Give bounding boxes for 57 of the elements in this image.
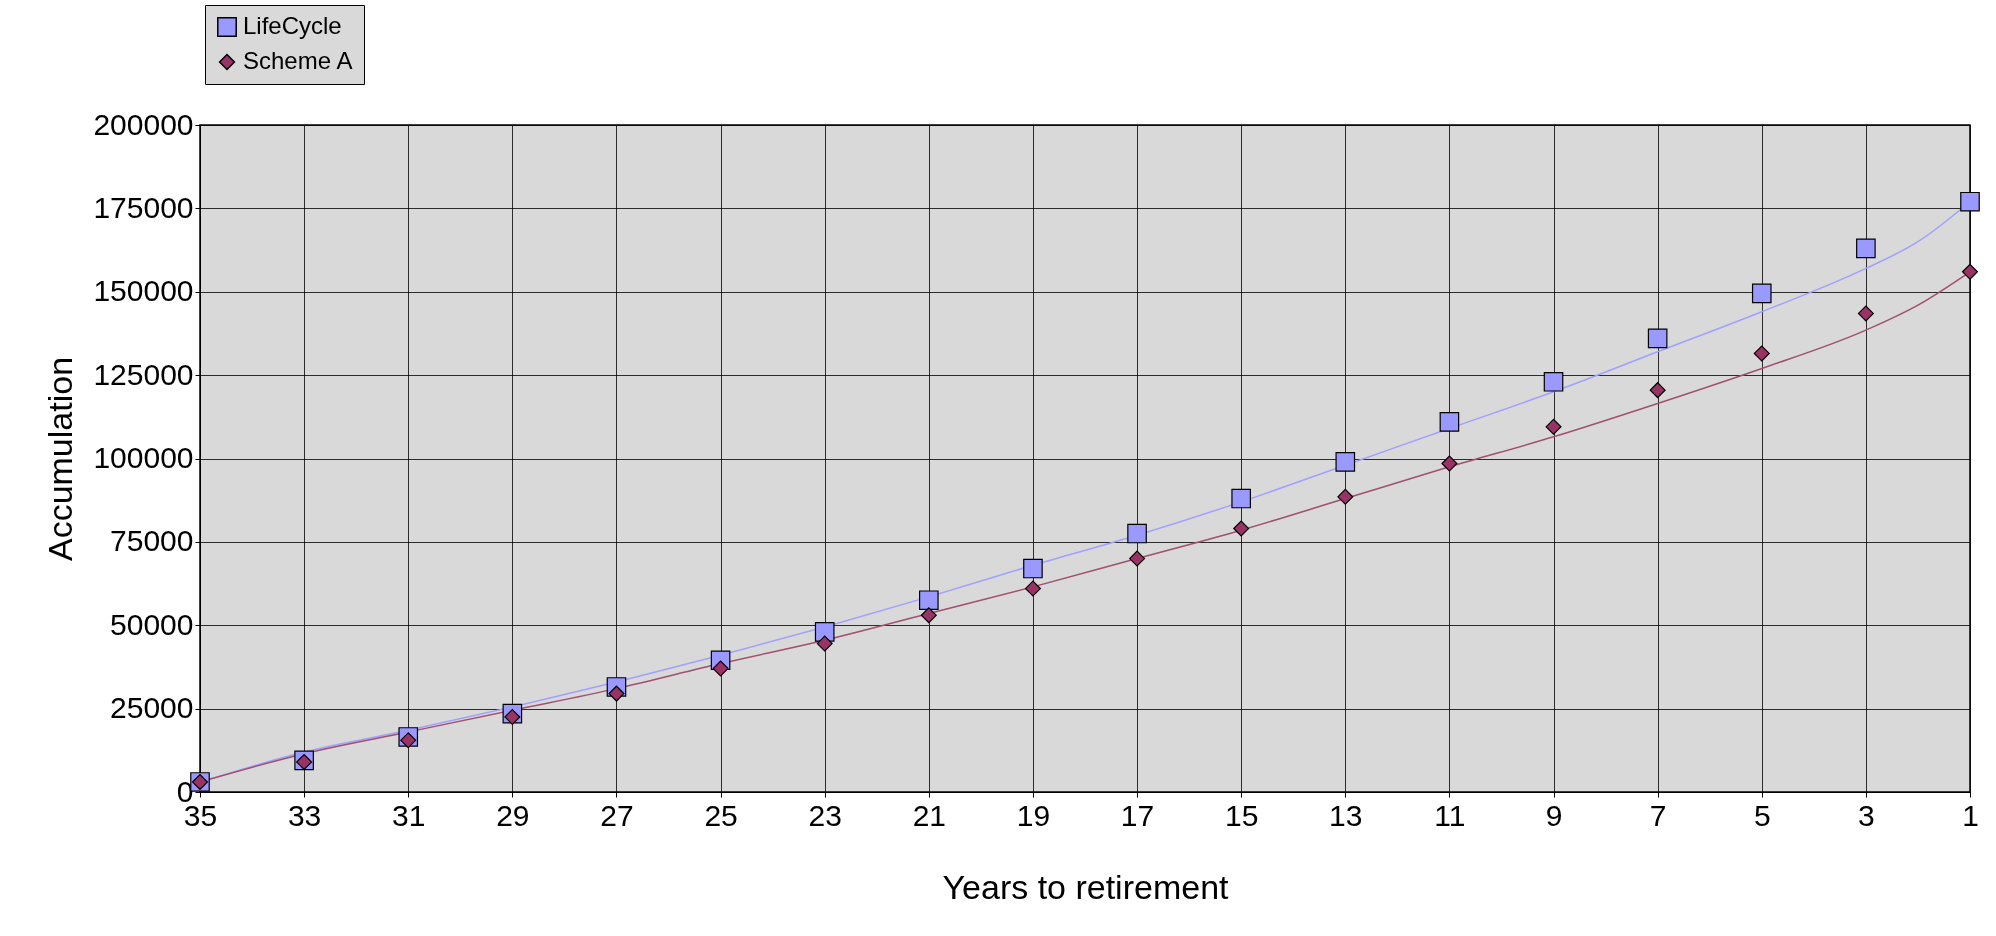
- x-tick-label: 13: [1329, 798, 1363, 832]
- x-tick-label: 9: [1545, 798, 1563, 832]
- x-tick-label: 27: [600, 798, 634, 832]
- point: [1337, 488, 1354, 505]
- point: [1127, 523, 1147, 544]
- x-tick-label: 7: [1649, 798, 1667, 832]
- x-tick-label: 31: [392, 798, 426, 832]
- x-tick-label: 23: [808, 798, 842, 832]
- point: [1961, 263, 1979, 280]
- y-tick-label: 200000: [93, 107, 194, 141]
- y-tick-label: 75000: [110, 524, 194, 558]
- point: [1753, 345, 1770, 362]
- point: [920, 607, 937, 624]
- legend-label: LifeCycle: [243, 12, 342, 39]
- y-tick-label: 25000: [110, 691, 194, 725]
- point: [1647, 328, 1668, 349]
- x-tick-label: 33: [287, 798, 322, 832]
- point: [1857, 305, 1874, 322]
- y-axis-title: Accumulation: [41, 356, 80, 562]
- x-axis-title: Years to retirement: [942, 867, 1230, 906]
- legend-label: Scheme A: [243, 47, 353, 74]
- point: [1439, 412, 1460, 432]
- point: [816, 635, 833, 652]
- x-tick-label: 11: [1434, 798, 1466, 832]
- y-tick-label: 175000: [93, 190, 194, 224]
- point: [1751, 283, 1772, 304]
- point: [1024, 580, 1041, 597]
- x-tick-label: 25: [704, 798, 738, 832]
- point: [1856, 238, 1876, 259]
- x-tick-label: 3: [1858, 798, 1875, 832]
- y-tick-label: 150000: [93, 274, 194, 308]
- point: [1545, 418, 1562, 435]
- x-tick-label: 5: [1753, 798, 1771, 832]
- point: [1231, 488, 1251, 509]
- point: [1023, 558, 1043, 579]
- point: [400, 732, 417, 749]
- point: [1335, 452, 1356, 472]
- x-tick-label: 19: [1016, 798, 1051, 832]
- x-tick-label: 21: [912, 798, 947, 832]
- point: [919, 590, 939, 611]
- x-tick-label: 1: [1962, 798, 1979, 832]
- point: [1960, 191, 1980, 212]
- point: [1233, 520, 1250, 537]
- point: [1543, 371, 1564, 392]
- point: [712, 660, 729, 677]
- point: [1129, 550, 1146, 567]
- point: [1441, 455, 1458, 472]
- x-tick-label: 15: [1224, 798, 1259, 832]
- y-tick-label: 125000: [93, 357, 194, 391]
- y-tick-label: 100000: [93, 441, 194, 474]
- point: [1649, 382, 1666, 399]
- point: [814, 622, 835, 642]
- y-tick-label: 50000: [110, 607, 194, 641]
- point: [504, 708, 521, 725]
- x-tick-label: 17: [1120, 798, 1155, 832]
- x-tick-label: 29: [496, 798, 530, 832]
- point: [608, 685, 625, 702]
